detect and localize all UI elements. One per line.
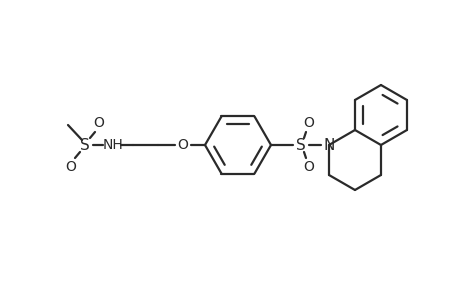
- Text: NH: NH: [102, 138, 123, 152]
- Text: O: O: [66, 160, 76, 174]
- Text: O: O: [303, 116, 314, 130]
- Text: N: N: [323, 137, 334, 152]
- Text: S: S: [80, 137, 90, 152]
- Text: O: O: [303, 160, 314, 174]
- Text: S: S: [296, 137, 305, 152]
- Text: O: O: [177, 138, 188, 152]
- Text: O: O: [93, 116, 104, 130]
